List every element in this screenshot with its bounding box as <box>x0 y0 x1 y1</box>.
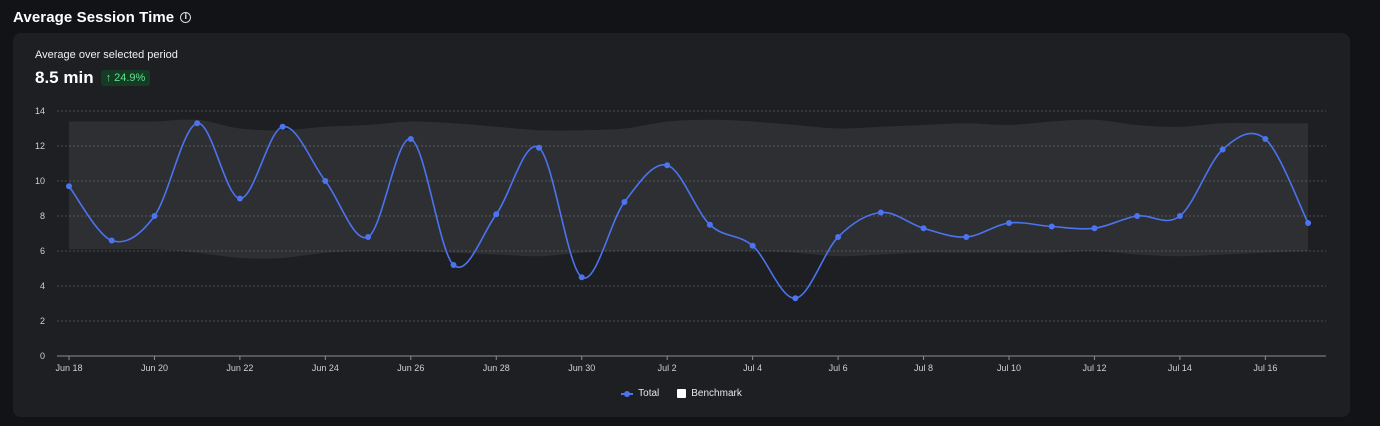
data-point <box>920 225 927 232</box>
data-point <box>578 274 585 281</box>
y-tick-label: 8 <box>40 211 45 221</box>
change-value: 24.9% <box>114 72 146 84</box>
y-tick-label: 0 <box>40 351 45 361</box>
legend-swatch-total <box>621 390 634 397</box>
data-point <box>536 144 542 151</box>
data-point <box>621 199 628 205</box>
x-tick-label: Jul 14 <box>1168 363 1192 373</box>
data-point <box>322 178 329 184</box>
y-tick-label: 6 <box>40 246 45 256</box>
x-tick-label: Jun 30 <box>568 363 595 373</box>
benchmark-band <box>69 119 1309 259</box>
x-tick-label: Jul 2 <box>658 363 677 373</box>
chart-card: Average over selected period 8.5 min ↑ 2… <box>13 33 1350 417</box>
data-point <box>1305 220 1312 226</box>
legend: Total Benchmark <box>13 388 1350 399</box>
legend-label-total: Total <box>638 388 660 399</box>
x-tick-label: Jul 8 <box>914 363 933 373</box>
summary-label: Average over selected period <box>35 49 178 61</box>
data-point <box>194 120 201 127</box>
x-tick-label: Jun 24 <box>312 363 339 373</box>
info-circle-icon[interactable]: i <box>180 11 192 23</box>
y-tick-label: 14 <box>35 106 45 116</box>
legend-swatch-benchmark <box>677 389 687 398</box>
summary-value: 8.5 min <box>35 68 94 87</box>
data-point <box>66 183 72 190</box>
data-point <box>279 123 286 130</box>
summary-row: 8.5 min ↑ 24.9% <box>35 68 151 88</box>
line-chart: 0 2 4 6 8 10 12 14 Jun 18 Jun 20 Jun 22 Jun 24 Jun 2… <box>35 106 1326 373</box>
legend-label-benchmark: Benchmark <box>691 388 742 399</box>
data-point <box>792 295 799 302</box>
data-point <box>493 211 500 218</box>
data-point <box>450 262 457 268</box>
data-point <box>963 234 970 240</box>
x-tick-label: Jun 20 <box>141 363 168 373</box>
data-point <box>1048 223 1055 230</box>
y-tick-label: 12 <box>35 141 45 151</box>
data-point <box>877 209 884 216</box>
x-tick-label: Jul 12 <box>1082 363 1106 373</box>
data-point <box>407 136 414 142</box>
x-tick-label: Jun 18 <box>55 363 82 373</box>
y-tick-label: 10 <box>35 176 45 186</box>
x-tick-label: Jun 22 <box>226 363 253 373</box>
y-tick-label: 2 <box>40 316 45 326</box>
header: Average Session Time i <box>13 6 192 28</box>
data-point <box>1006 220 1012 226</box>
change-badge: ↑ 24.9% <box>100 70 151 86</box>
data-point <box>706 221 713 228</box>
x-tick-label: Jul 6 <box>829 363 848 373</box>
x-tick-label: Jul 10 <box>997 363 1021 373</box>
data-point <box>835 234 842 240</box>
data-point <box>1091 225 1098 232</box>
x-tick-label: Jul 16 <box>1253 363 1277 373</box>
data-point <box>108 237 115 244</box>
data-point <box>1219 146 1226 153</box>
data-point <box>664 162 671 169</box>
data-point <box>1262 136 1269 142</box>
legend-item-total[interactable]: Total <box>621 388 659 399</box>
page-title: Average Session Time <box>13 8 175 26</box>
data-point <box>365 234 372 240</box>
x-tick-label: Jul 4 <box>743 363 762 373</box>
y-tick-label: 4 <box>40 281 45 291</box>
x-tick-label: Jun 28 <box>483 363 510 373</box>
x-tick-label: Jun 26 <box>397 363 424 373</box>
legend-item-benchmark[interactable]: Benchmark <box>677 388 742 399</box>
data-point <box>236 195 243 202</box>
data-point <box>1134 213 1141 219</box>
arrow-up-icon: ↑ <box>105 72 112 84</box>
data-point <box>151 213 158 219</box>
data-point <box>1176 213 1183 219</box>
data-point <box>749 242 756 249</box>
